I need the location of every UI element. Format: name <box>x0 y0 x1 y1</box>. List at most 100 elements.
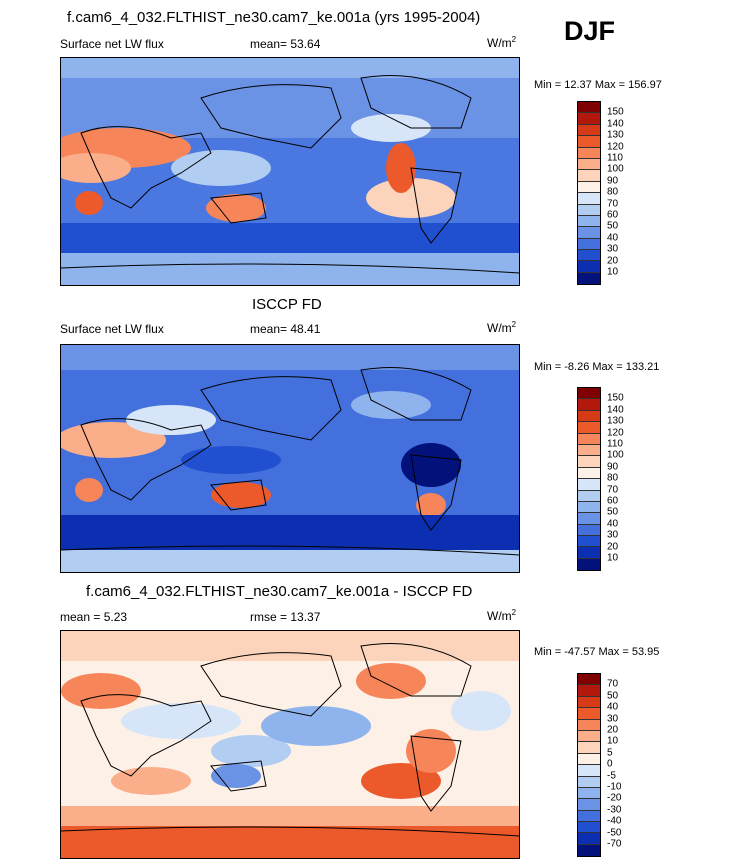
colorbar-tick-label: 150 <box>607 106 624 118</box>
colorbar-tick-label: 10 <box>607 735 619 747</box>
colorbar-swatch <box>578 696 600 709</box>
colorbar-swatch <box>578 810 600 823</box>
panel-2-units-exp: 2 <box>511 320 517 329</box>
colorbar-tick-label: -5 <box>607 770 616 782</box>
colorbar-swatch <box>578 708 600 720</box>
colorbar-tick-label: -20 <box>607 792 622 804</box>
colorbar-swatch <box>578 147 600 159</box>
panel-1-colorbar-labels: 150 140 130 120 110 100 90 80 70 60 50 4… <box>607 101 647 283</box>
colorbar-tick-label: 140 <box>607 118 624 130</box>
colorbar-swatch <box>578 479 600 491</box>
colorbar-tick-label: 70 <box>607 484 619 496</box>
colorbar-tick-label: 20 <box>607 541 619 553</box>
colorbar-swatch <box>578 215 600 228</box>
panel-3-map <box>60 630 520 859</box>
colorbar-tick-label: 80 <box>607 186 619 198</box>
panel-3-title: f.cam6_4_032.FLTHIST_ne30.cam7_ke.001a -… <box>86 583 473 600</box>
colorbar-tick-label: -30 <box>607 804 622 816</box>
colorbar-swatch <box>578 558 600 571</box>
panel-2-title: ISCCP FD <box>252 296 322 313</box>
colorbar-swatch <box>578 444 600 457</box>
panel-3-minmax: Min = -47.57 Max = 53.95 <box>534 646 660 658</box>
colorbar-tick-label: -40 <box>607 815 622 827</box>
colorbar-tick-label: 60 <box>607 209 619 221</box>
panel-3-units-base: W/m <box>487 609 512 623</box>
colorbar-swatch <box>578 388 600 400</box>
colorbar-swatch <box>578 158 600 171</box>
colorbar-tick-label: 50 <box>607 690 619 702</box>
colorbar-swatch <box>578 227 600 239</box>
colorbar-swatch <box>578 456 600 468</box>
colorbar-tick-label: -50 <box>607 827 622 839</box>
colorbar-tick-label: -70 <box>607 838 622 850</box>
colorbar-tick-label: 130 <box>607 415 624 427</box>
colorbar-swatch <box>578 822 600 834</box>
colorbar-swatch <box>578 799 600 811</box>
colorbar-swatch <box>578 833 600 845</box>
colorbar-tick-label: 120 <box>607 141 624 153</box>
colorbar-tick-label: 150 <box>607 392 624 404</box>
panel-3-colorbar <box>577 673 601 857</box>
colorbar-tick-label: 70 <box>607 198 619 210</box>
colorbar-tick-label: 50 <box>607 506 619 518</box>
colorbar-tick-label: 10 <box>607 266 619 278</box>
colorbar-swatch <box>578 433 600 445</box>
colorbar-swatch <box>578 204 600 216</box>
colorbar-swatch <box>578 181 600 194</box>
colorbar-swatch <box>578 776 600 788</box>
colorbar-swatch <box>578 102 600 114</box>
panel-1-units: W/m2 <box>487 35 516 50</box>
colorbar-swatch <box>578 524 600 537</box>
panel-1-units-exp: 2 <box>511 35 517 44</box>
colorbar-tick-label: 70 <box>607 678 619 690</box>
panel-1-colorbar <box>577 101 601 285</box>
colorbar-tick-label: 0 <box>607 758 613 770</box>
panel-2-mean-label: mean= 48.41 <box>250 322 321 336</box>
colorbar-tick-label: 60 <box>607 495 619 507</box>
panel-2-colorbar <box>577 387 601 571</box>
colorbar-tick-label: 140 <box>607 404 624 416</box>
colorbar-swatch <box>578 719 600 731</box>
colorbar-tick-label: 40 <box>607 701 619 713</box>
colorbar-tick-label: 50 <box>607 220 619 232</box>
colorbar-swatch <box>578 536 600 548</box>
colorbar-swatch <box>578 844 600 857</box>
colorbar-tick-label: 5 <box>607 747 613 759</box>
colorbar-swatch <box>578 467 600 480</box>
colorbar-swatch <box>578 399 600 411</box>
colorbar-swatch <box>578 787 600 800</box>
colorbar-swatch <box>578 250 600 262</box>
panel-2-units-base: W/m <box>487 321 512 335</box>
panel-1-mean-label: mean= 53.64 <box>250 37 321 51</box>
colorbar-swatch <box>578 674 600 686</box>
panel-3-mean-label: mean = 5.23 <box>60 610 128 624</box>
colorbar-tick-label: 100 <box>607 163 624 175</box>
panel-3-units-exp: 2 <box>511 608 517 617</box>
panel-3-colorbar-labels: 70 50 40 30 20 10 5 0 -5 -10 -20 -30 -40… <box>607 673 647 855</box>
colorbar-tick-label: 20 <box>607 255 619 267</box>
colorbar-tick-label: 40 <box>607 232 619 244</box>
colorbar-swatch <box>578 238 600 251</box>
colorbar-swatch <box>578 261 600 273</box>
colorbar-swatch <box>578 685 600 697</box>
colorbar-tick-label: 130 <box>607 129 624 141</box>
colorbar-swatch <box>578 742 600 754</box>
colorbar-swatch <box>578 422 600 434</box>
season-label: DJF <box>564 16 616 46</box>
colorbar-swatch <box>578 170 600 182</box>
panel-2-variable-label: Surface net LW flux <box>60 322 164 336</box>
colorbar-swatch <box>578 490 600 502</box>
colorbar-swatch <box>578 113 600 125</box>
colorbar-swatch <box>578 501 600 514</box>
colorbar-tick-label: 40 <box>607 518 619 530</box>
colorbar-tick-label: 90 <box>607 461 619 473</box>
panel-3-units: W/m2 <box>487 608 516 623</box>
colorbar-tick-label: 30 <box>607 243 619 255</box>
panel-2-map <box>60 344 520 573</box>
panel-1-units-base: W/m <box>487 36 512 50</box>
colorbar-tick-label: 100 <box>607 449 624 461</box>
colorbar-tick-label: 10 <box>607 552 619 564</box>
colorbar-swatch <box>578 410 600 423</box>
panel-3-rmse-label: rmse = 13.37 <box>250 610 321 624</box>
colorbar-swatch <box>578 753 600 766</box>
